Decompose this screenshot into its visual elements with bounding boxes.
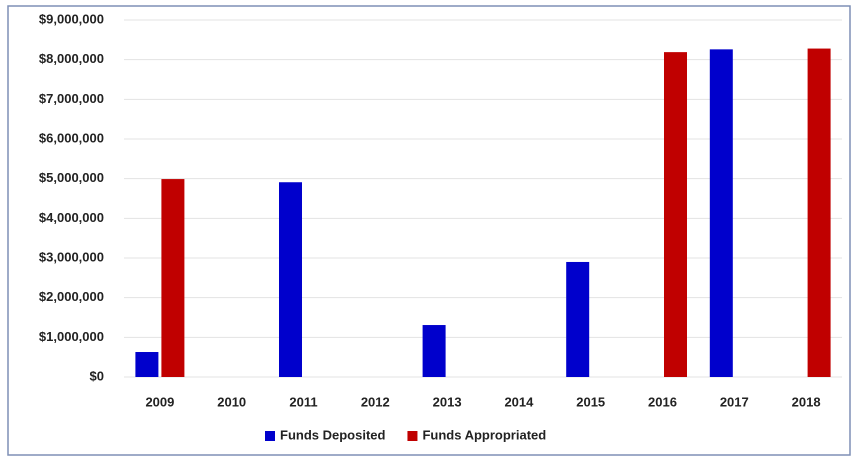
- y-tick-label: $1,000,000: [39, 329, 104, 344]
- bar: [135, 352, 159, 377]
- x-tick-label: 2011: [289, 394, 317, 409]
- chart-frame: [7, 5, 851, 456]
- y-tick-label: $3,000,000: [39, 249, 104, 264]
- bar: [161, 179, 185, 377]
- x-tick-label: 2018: [792, 394, 821, 409]
- x-tick-label: 2014: [504, 394, 534, 409]
- bar: [566, 261, 590, 377]
- x-tick-label: 2012: [361, 394, 390, 409]
- bar: [807, 48, 831, 378]
- x-tick-label: 2016: [648, 394, 677, 409]
- x-tick-label: 2010: [217, 394, 246, 409]
- y-tick-label: $9,000,000: [39, 11, 104, 26]
- x-tick-label: 2017: [720, 394, 749, 409]
- bar: [279, 182, 302, 377]
- y-tick-label: $7,000,000: [39, 91, 104, 106]
- y-tick-label: $8,000,000: [39, 51, 104, 66]
- bar: [709, 49, 733, 377]
- bar: [422, 325, 446, 377]
- bar: [664, 52, 687, 377]
- y-tick-label: $4,000,000: [39, 210, 104, 225]
- y-tick-label: $2,000,000: [39, 289, 104, 304]
- x-tick-label: 2015: [576, 394, 605, 409]
- legend-swatch: [265, 431, 275, 441]
- x-tick-label: 2013: [433, 394, 462, 409]
- y-tick-label: $6,000,000: [39, 130, 104, 145]
- y-tick-label: $0: [90, 368, 104, 383]
- x-tick-label: 2009: [145, 394, 174, 409]
- legend-swatch: [407, 431, 418, 441]
- legend-label: Funds Deposited: [280, 427, 386, 442]
- y-tick-label: $5,000,000: [39, 170, 104, 185]
- legend-label: Funds Appropriated: [422, 427, 546, 442]
